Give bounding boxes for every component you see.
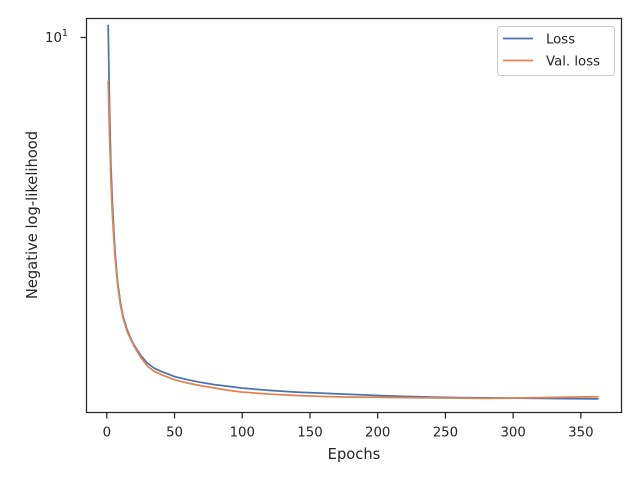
y-tick-label-exponent: 1: [62, 28, 68, 39]
x-tick-label: 300: [500, 426, 525, 441]
y-tick-label-base: 10: [45, 31, 62, 46]
x-tick-label: 250: [433, 426, 458, 441]
legend-label-loss: Loss: [546, 33, 575, 48]
x-tick-label: 350: [568, 426, 593, 441]
legend-label-val-loss: Val. loss: [546, 55, 600, 70]
x-tick-label: 100: [230, 426, 255, 441]
x-tick-label: 200: [365, 426, 390, 441]
legend: Loss Val. loss: [497, 26, 615, 76]
x-tick-label: 150: [297, 426, 322, 441]
x-tick-label: 50: [166, 426, 183, 441]
x-tick-label: 0: [103, 426, 111, 441]
x-axis-title: Epochs: [328, 446, 381, 463]
series-layer: [107, 24, 599, 400]
plot-area: [85, 17, 623, 414]
series-line-val-loss: [107, 80, 599, 400]
x-axis: 0 50 100 150 200 250 300 350: [103, 412, 594, 441]
axes-frame: [85, 17, 623, 414]
y-axis: 101: [45, 28, 87, 46]
y-tick-label: 101: [45, 28, 68, 46]
y-axis-title: Negative log-likelihood: [24, 131, 41, 299]
